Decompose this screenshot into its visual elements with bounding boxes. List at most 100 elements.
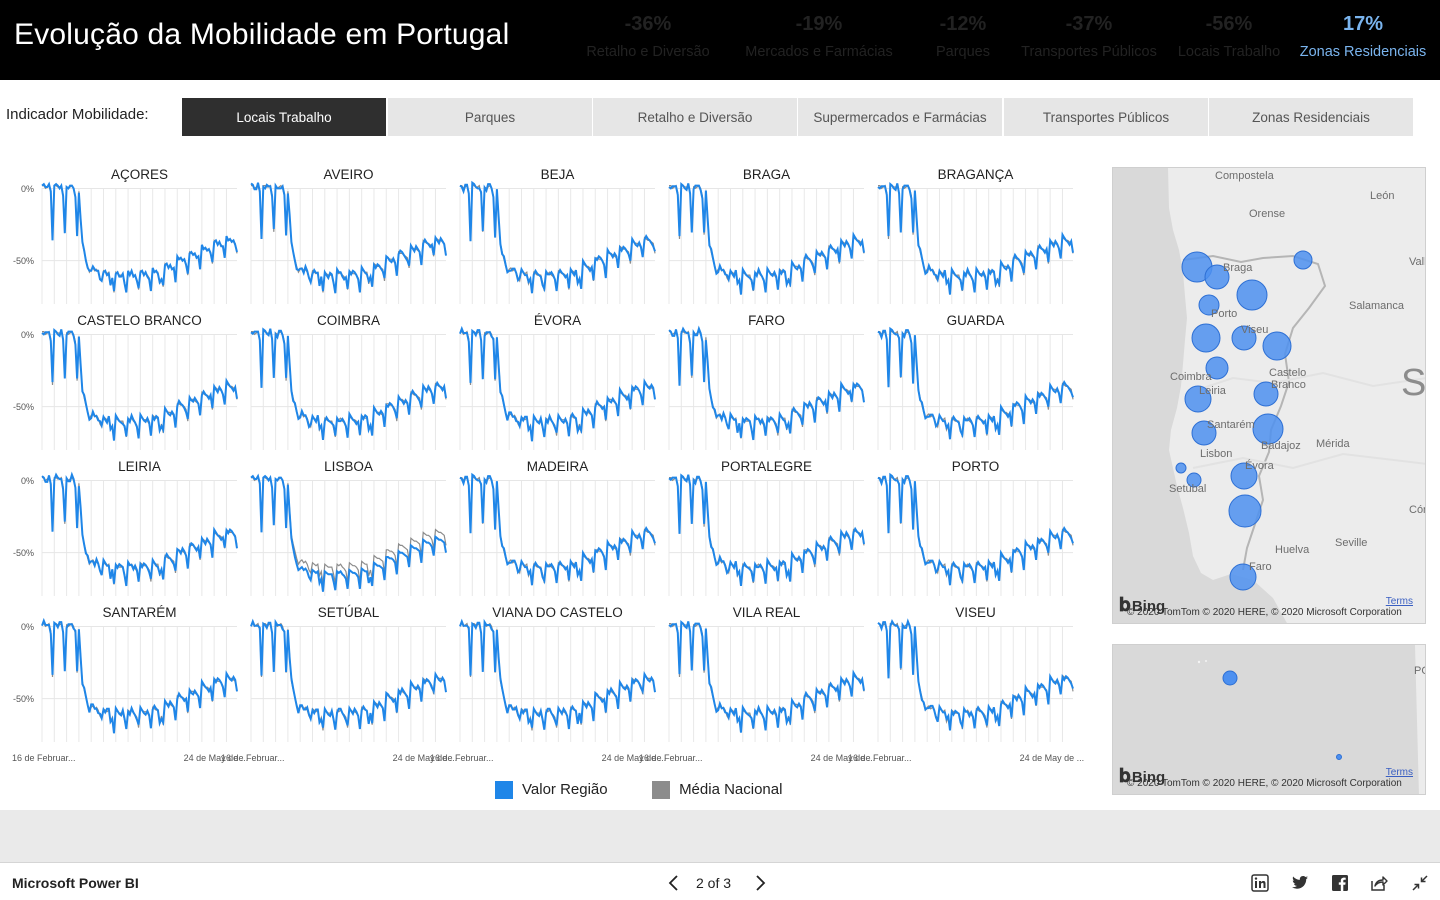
y-tick-label: -50%: [13, 694, 34, 704]
y-tick-label: -50%: [13, 548, 34, 558]
map-land-edge: [1415, 645, 1425, 794]
powerbi-brand[interactable]: Microsoft Power BI: [12, 875, 139, 891]
region-title: PORTO: [952, 459, 1000, 474]
small-multiples-svg: AÇORES 0% -50% AVEIRO BEJA BRAGA BRAGANÇA CASTE…: [12, 167, 1085, 763]
exit-fullscreen-icon[interactable]: [1411, 874, 1429, 892]
indicator-button-parques[interactable]: Parques: [388, 98, 592, 136]
indicator-button-locais-trabalho[interactable]: Locais Trabalho: [182, 98, 386, 136]
map-label: Mérida: [1316, 438, 1350, 450]
map-bubble: [1198, 294, 1220, 316]
next-page-icon[interactable]: [752, 873, 768, 893]
region-chart: ÉVORA: [459, 313, 656, 450]
twitter-icon[interactable]: [1291, 874, 1309, 892]
series-line-valor-regiao: [250, 182, 447, 294]
series-line-valor-regiao: [668, 325, 865, 441]
legend-item-media-nacional[interactable]: Média Nacional: [652, 781, 782, 800]
map-label: León: [1370, 190, 1395, 202]
map-bubble: [1253, 381, 1279, 407]
kpi-label: Mercados e Farmácias: [745, 44, 893, 60]
azores-map[interactable]: PO 𝐛Bing © 2020 TomTom © 2020 HERE, © 20…: [1112, 644, 1426, 795]
map-label: Santarém: [1207, 419, 1255, 431]
series-line-valor-regiao: [877, 182, 1074, 295]
bing-text: Bing: [1131, 769, 1166, 786]
map-label: Braga: [1223, 262, 1253, 274]
series-line-valor-regiao: [41, 617, 238, 734]
y-tick-label: -50%: [13, 256, 34, 266]
azores-map-svg: [1197, 645, 1425, 794]
region-title: ÉVORA: [534, 313, 581, 328]
x-tick-label: 24 de May de ...: [393, 753, 458, 763]
map-bubble: [1293, 250, 1313, 270]
indicator-button-retalho-diversao[interactable]: Retalho e Diversão: [593, 98, 797, 136]
x-tick-label: 16 de Februar...: [430, 753, 494, 763]
kpi-value: -12%: [939, 13, 987, 35]
indicator-button-supermercados-farmacias[interactable]: Supermercados e Farmácias: [798, 98, 1002, 136]
region-chart: COIMBRA: [250, 313, 447, 450]
legend-item-valor-regiao[interactable]: Valor Região: [495, 781, 608, 800]
region-title: PORTALEGRE: [721, 459, 812, 474]
x-tick-label: 16 de Februar...: [848, 753, 912, 763]
x-tick-label: 24 de May de ...: [1020, 753, 1085, 763]
legend-swatch-grey: [652, 781, 671, 800]
region-title: FARO: [748, 313, 785, 328]
map-label: Branco: [1271, 379, 1306, 391]
indicator-slicer-label: Indicador Mobilidade:: [6, 106, 149, 123]
region-title: LISBOA: [324, 459, 373, 474]
map-label: Castelo: [1269, 367, 1307, 379]
map-label: Compostela: [1215, 170, 1274, 182]
region-chart: VILA REAL 16 de Februar... 24 de May de ..…: [639, 605, 875, 763]
region-title: BRAGA: [743, 167, 790, 182]
map-terms-link[interactable]: Terms: [1385, 767, 1413, 778]
map-bubble: [1230, 462, 1258, 490]
region-title: VISEU: [955, 605, 996, 620]
small-multiples-chart: AÇORES 0% -50% AVEIRO BEJA BRAGA BRAGANÇA CASTE…: [0, 160, 1090, 770]
x-tick-label: 24 de May de ...: [811, 753, 876, 763]
region-title: AÇORES: [111, 167, 168, 182]
kpi-card-retalho: -36% Retalho e Diversão: [578, 12, 718, 60]
portugal-map[interactable]: Compostela Orense León Braga Valla Salam…: [1112, 167, 1426, 624]
page-indicator: 2 of 3: [696, 875, 732, 891]
chart-legend: Valor Região Média Nacional: [495, 781, 822, 803]
map-label: Orense: [1249, 208, 1286, 220]
y-tick-label: 0%: [21, 476, 34, 486]
kpi-label: Retalho e Diversão: [586, 44, 710, 60]
page-title: Evolução da Mobilidade em Portugal: [14, 18, 510, 51]
map-bubble: [1231, 325, 1257, 351]
map-terms-link[interactable]: Terms: [1385, 596, 1413, 607]
y-tick-label: -50%: [13, 402, 34, 412]
previous-page-icon[interactable]: [666, 873, 682, 893]
map-island-dot: [1197, 660, 1201, 664]
facebook-icon[interactable]: [1331, 874, 1349, 892]
y-tick-label: 0%: [21, 622, 34, 632]
map-label: Faro: [1249, 561, 1272, 573]
region-title: GUARDA: [947, 313, 1005, 328]
series-line-valor-regiao: [41, 181, 238, 293]
region-chart: BEJA: [459, 167, 656, 304]
linkedin-icon[interactable]: [1251, 874, 1269, 892]
kpi-value: -56%: [1205, 13, 1253, 35]
kpi-label: Zonas Residenciais: [1299, 44, 1427, 60]
share-icon[interactable]: [1370, 874, 1388, 892]
legend-swatch-blue: [495, 781, 513, 800]
legend-label: Valor Região: [522, 781, 608, 798]
region-title: BRAGANÇA: [938, 167, 1014, 182]
indicator-button-transportes-publicos[interactable]: Transportes Públicos: [1004, 98, 1208, 136]
map-label: Lisbon: [1200, 448, 1233, 460]
x-tick-label: 16 de Februar...: [221, 753, 285, 763]
indicator-button-zonas-residenciais[interactable]: Zonas Residenciais: [1209, 98, 1413, 136]
map-label: S: [1401, 362, 1426, 404]
map-label: Leiria: [1199, 385, 1226, 397]
region-chart: LEIRIA 0% -50%: [13, 459, 238, 596]
series-line-valor-regiao: [459, 618, 656, 730]
region-title: VIANA DO CASTELO: [492, 605, 623, 620]
map-label: Salamanca: [1349, 300, 1405, 312]
region-chart: GUARDA: [877, 313, 1074, 450]
region-chart: PORTALEGRE: [668, 459, 865, 596]
map-label: Córd: [1409, 504, 1425, 516]
series-line-valor-regiao: [668, 182, 865, 295]
map-label: Évora: [1245, 460, 1274, 472]
kpi-label: Transportes Públicos: [1021, 44, 1157, 60]
map-river: [1202, 371, 1425, 389]
region-chart: BRAGANÇA: [877, 167, 1074, 304]
region-title: COIMBRA: [317, 313, 380, 328]
